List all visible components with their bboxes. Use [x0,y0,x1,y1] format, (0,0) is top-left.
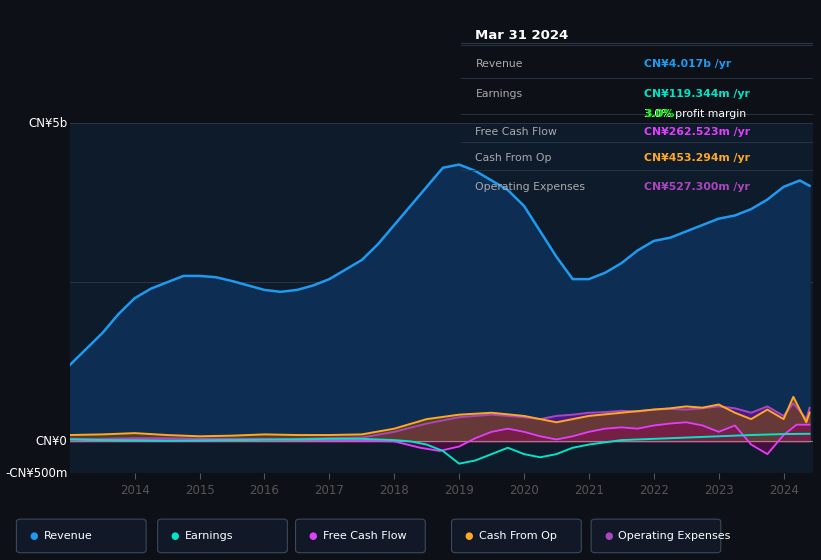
Text: ●: ● [465,531,473,541]
Text: CN¥4.017b /yr: CN¥4.017b /yr [644,59,732,69]
Text: CN¥453.294m /yr: CN¥453.294m /yr [644,153,750,164]
Text: CN¥119.344m /yr: CN¥119.344m /yr [644,89,750,99]
Text: Cash From Op: Cash From Op [479,531,557,541]
Text: CN¥5b: CN¥5b [28,116,67,130]
Text: Free Cash Flow: Free Cash Flow [475,127,557,137]
Text: 3.0%: 3.0% [644,109,675,119]
Text: Mar 31 2024: Mar 31 2024 [475,29,569,43]
Text: CN¥0: CN¥0 [35,435,67,448]
Text: ●: ● [171,531,179,541]
Text: CN¥527.300m /yr: CN¥527.300m /yr [644,181,750,192]
Text: ●: ● [30,531,38,541]
Text: Free Cash Flow: Free Cash Flow [323,531,406,541]
Text: Cash From Op: Cash From Op [475,153,552,164]
Text: Earnings: Earnings [185,531,233,541]
Text: -CN¥500m: -CN¥500m [5,466,67,480]
Text: Operating Expenses: Operating Expenses [618,531,731,541]
Text: Revenue: Revenue [44,531,92,541]
Text: CN¥262.523m /yr: CN¥262.523m /yr [644,127,750,137]
Text: Operating Expenses: Operating Expenses [475,181,585,192]
Text: 3.0% profit margin: 3.0% profit margin [644,109,746,119]
Text: Earnings: Earnings [475,89,523,99]
Text: Revenue: Revenue [475,59,523,69]
Text: ●: ● [604,531,612,541]
Text: ●: ● [309,531,317,541]
